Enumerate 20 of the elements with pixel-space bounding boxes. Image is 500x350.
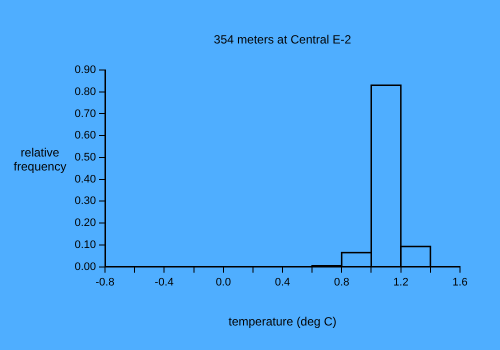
x-axis-title: temperature (deg C) [228,314,337,328]
y-tick-label: 0.70 [74,108,96,120]
y-tick-label: 0.30 [74,195,96,208]
x-tick-label: 0.4 [274,276,290,288]
y-tick-label: 0.60 [74,130,96,142]
y-tick-label: 0.40 [74,173,96,186]
y-tick-label: 0.50 [74,152,96,164]
chart-title: 354 meters at Central E-2 [214,32,352,46]
x-tick-label: -0.4 [154,276,174,288]
y-tick-label: 0.80 [74,86,96,98]
x-tick-label: 0.0 [216,276,231,288]
x-tick-label: -0.8 [96,276,114,288]
y-tick-label: 0.90 [74,64,96,76]
y-tick-label: 0.20 [74,217,96,230]
y-tick-label: 0.10 [74,238,96,251]
y-axis-title: relative frequency [14,146,66,174]
x-tick-label: 0.8 [334,276,350,288]
x-tick-label: 1.2 [393,276,408,288]
x-tick-label: 1.6 [452,276,468,288]
y-tick-label: 0.00 [74,260,96,273]
